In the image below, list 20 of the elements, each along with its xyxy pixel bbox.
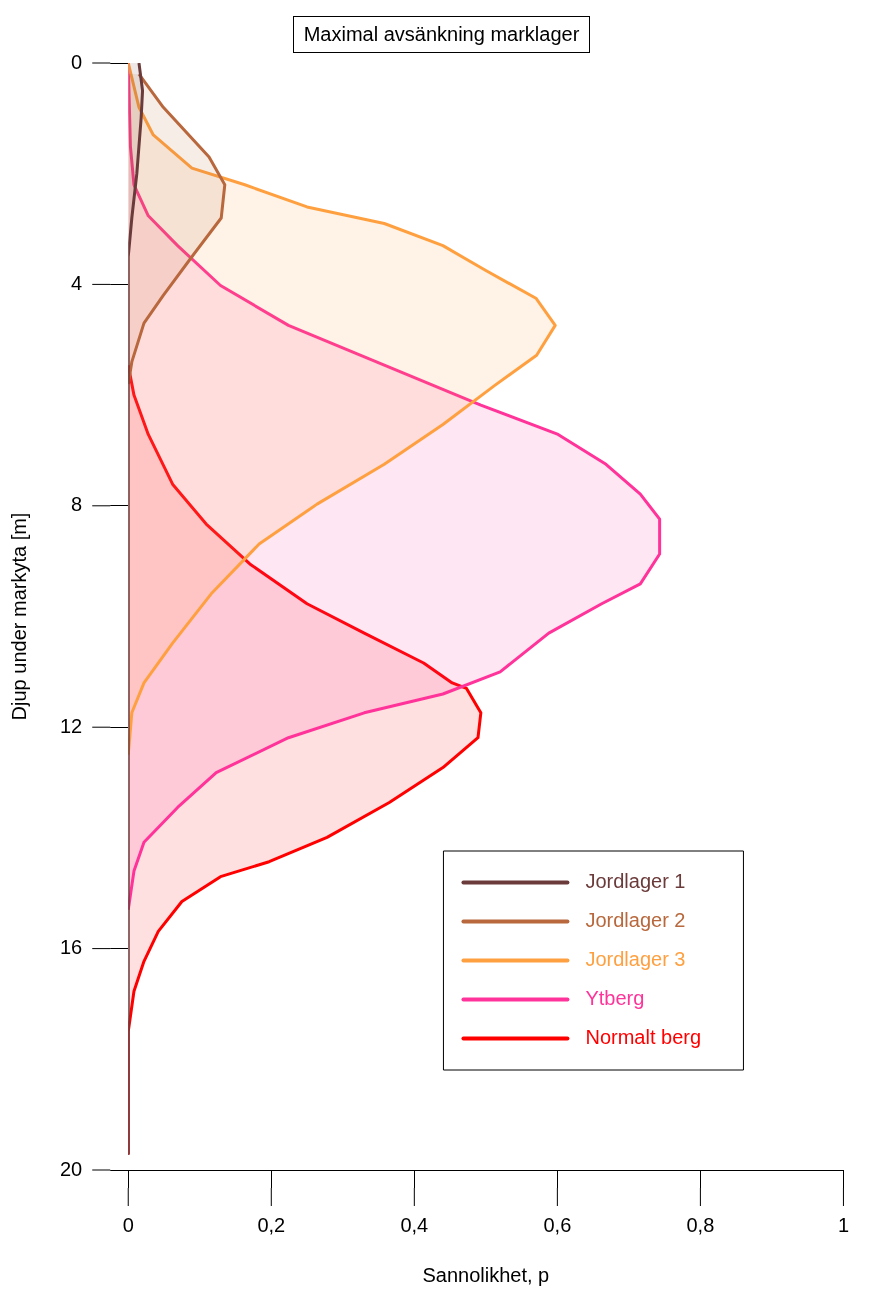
x-tick-label: 0,6 <box>543 1213 572 1236</box>
x-tick-label: 0,2 <box>257 1213 286 1236</box>
y-tick-label: 12 <box>60 714 83 737</box>
y-tick-label: 4 <box>71 271 83 294</box>
x-tick-label: 0,8 <box>686 1213 715 1236</box>
chart-title: Maximal avsänkning marklager <box>292 16 591 53</box>
y-axis-title: Djup under markyta [m] <box>7 512 30 721</box>
y-tick-label: 20 <box>60 1157 83 1180</box>
x-tick-label: 1 <box>837 1213 849 1236</box>
x-axis-title: Sannolikhet, p <box>422 1263 550 1286</box>
x-tick-label: 0 <box>122 1213 134 1236</box>
y-tick-label: 16 <box>60 936 83 959</box>
text: Jordlager 3 <box>585 948 686 971</box>
text: Jordlager 2 <box>585 909 686 932</box>
text: Normalt berg <box>585 1026 702 1049</box>
x-tick-label: 0,4 <box>400 1213 429 1236</box>
y-tick-label: 0 <box>71 50 83 73</box>
text: Ytberg <box>585 987 645 1010</box>
y-tick-label: 8 <box>71 493 83 516</box>
text: Jordlager 1 <box>585 870 686 893</box>
